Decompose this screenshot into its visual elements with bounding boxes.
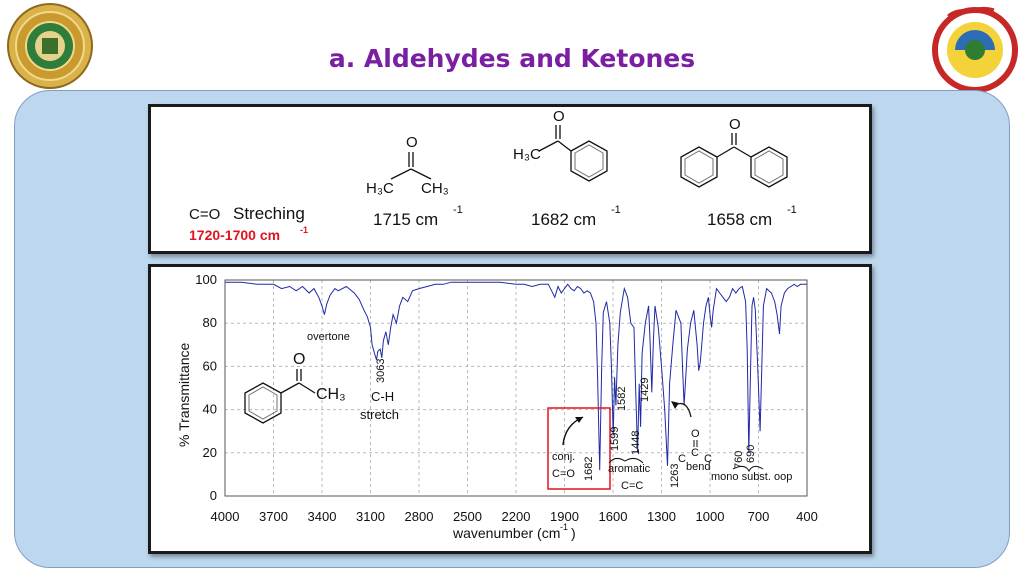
bend-arrow: [674, 402, 692, 418]
acetophenone-structure: O H₃C: [513, 108, 608, 182]
x-tick-label: 1000: [696, 509, 725, 524]
x-tick-label: 3700: [259, 509, 288, 524]
svg-text:): ): [571, 525, 576, 541]
bend-o: O: [691, 428, 700, 440]
peak-label-1263: 1263: [669, 464, 681, 488]
x-tick-label: 2500: [453, 509, 482, 524]
x-tick-label: 4000: [211, 509, 240, 524]
annotation-aromatic: aromatic: [608, 463, 651, 475]
annotation-bend: bend: [686, 461, 710, 473]
acetophenone-molecule: O CH₃: [244, 351, 346, 424]
x-tick-label: 2800: [405, 509, 434, 524]
carbonyl-stretch-box: C=O Streching 1720-1700 cm -1 O H₃C CH₃ …: [148, 104, 872, 254]
peak-label-1599: 1599: [609, 427, 621, 451]
svg-text:O: O: [293, 351, 305, 368]
university-seal-icon: [7, 3, 93, 89]
x-tick-label: 1300: [647, 509, 676, 524]
spectrum-series-line: [225, 281, 807, 471]
x-tick-label: 2200: [502, 509, 531, 524]
peak-label-1429: 1429: [639, 378, 651, 402]
x-tick-label: 3100: [356, 509, 385, 524]
peak-label-3063: 3063: [375, 359, 387, 383]
acetone-value: 1715 cm: [373, 210, 438, 229]
benzophenone-structure: O: [680, 116, 788, 188]
svg-text:O: O: [553, 108, 565, 125]
y-tick-label: 0: [210, 488, 217, 503]
svg-text:O: O: [729, 116, 741, 133]
range-text: 1720-1700 cm: [189, 227, 280, 243]
x-tick-label: 3400: [308, 509, 337, 524]
plot-frame: [224, 279, 808, 497]
peak-label-1448: 1448: [630, 431, 642, 455]
peak-label-760: 760: [733, 451, 745, 469]
svg-text:H₃C: H₃C: [513, 146, 541, 163]
annotation-ch: C-H: [371, 389, 394, 404]
svg-text:wavenumber (cm: wavenumber (cm: [452, 525, 560, 541]
bend-c-center: C: [691, 447, 699, 459]
svg-text:H₃C: H₃C: [366, 180, 394, 197]
x-tick-label: 700: [748, 509, 770, 524]
annotation-mono-subst: mono subst. oop: [711, 471, 792, 483]
bend-c-right: C: [704, 453, 712, 465]
annotation-stretch: stretch: [360, 407, 399, 422]
page-title: a. Aldehydes and Ketones: [328, 44, 696, 73]
peak-label-1682: 1682: [583, 457, 595, 481]
svg-text:CH₃: CH₃: [421, 180, 449, 197]
peak-label-690: 690: [745, 445, 757, 463]
college-of-pharmacy-logo-icon: [932, 6, 1018, 92]
x-tick-label: 1900: [550, 509, 579, 524]
annotation-conj-co: C=O: [552, 468, 575, 480]
svg-text:-1: -1: [560, 522, 568, 532]
mono-brace: [732, 465, 764, 473]
ir-spectrum-chart: 0 20 40 60 80 100 4000 3700 3400 3100 2800 2500 2200…: [176, 272, 818, 541]
co-label: C=O: [189, 206, 220, 223]
peak-label-1582: 1582: [616, 387, 628, 411]
benzophenone-value: 1658 cm: [707, 210, 772, 229]
streching-label: Streching: [233, 204, 305, 223]
conj-co-highlight-box: [547, 407, 611, 490]
svg-text:-1: -1: [611, 204, 621, 216]
annotation-conj: conj.: [552, 451, 575, 463]
svg-text:-1: -1: [453, 204, 463, 216]
annotation-overtone: overtone: [307, 331, 350, 343]
x-tick-label: 1600: [599, 509, 628, 524]
y-tick-label: 40: [203, 402, 217, 417]
y-axis-label: % Transmittance: [176, 343, 192, 447]
x-tick-label: 400: [796, 509, 818, 524]
y-tick-label: 100: [195, 272, 217, 287]
range-sup: -1: [300, 225, 308, 235]
bend-c-left: C: [678, 453, 686, 465]
aromatic-brace: [608, 457, 644, 464]
svg-text:CH₃: CH₃: [316, 386, 346, 403]
svg-text:-1: -1: [787, 204, 797, 216]
y-tick-label: 20: [203, 445, 217, 460]
x-axis-label: wavenumber (cm -1 ): [452, 522, 576, 541]
acetophenone-value: 1682 cm: [531, 210, 596, 229]
acetone-structure: O H₃C CH₃: [366, 134, 449, 197]
annotation-aromatic-cc: C=C: [621, 480, 643, 492]
svg-text:O: O: [406, 134, 418, 151]
y-tick-label: 80: [203, 315, 217, 330]
y-tick-label: 60: [203, 358, 217, 373]
ir-spectrum-box: 0 20 40 60 80 100 4000 3700 3400 3100 2800 2500 2200…: [148, 264, 872, 554]
